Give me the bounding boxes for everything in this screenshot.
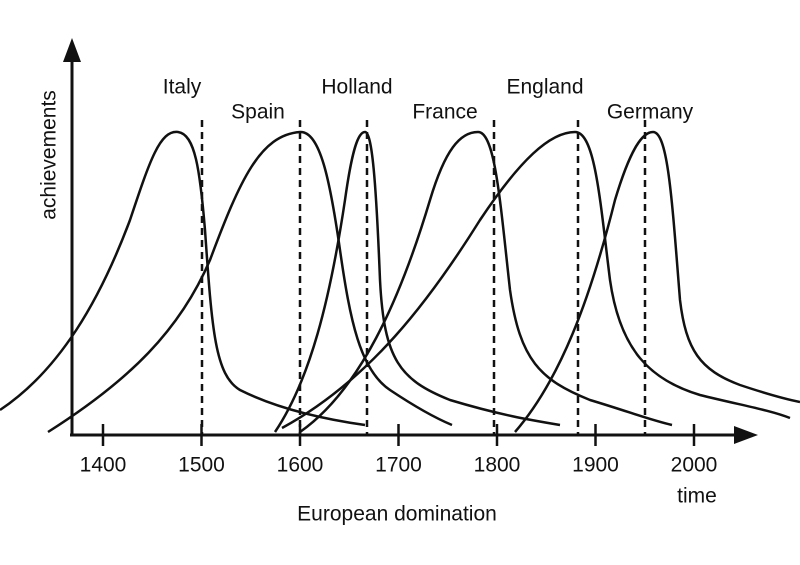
country-label: Spain [231,101,285,124]
country-label: Holland [321,76,392,99]
spain-curve [47,130,453,434]
italy-curve [0,130,366,427]
x-tick-label: 1700 [375,454,422,477]
x-tick-label: 1900 [572,454,619,477]
x-unit-label: time [677,485,717,508]
y-arrow [63,38,81,62]
country-label: Italy [163,76,202,99]
holland-curve [273,130,561,433]
country-label: France [412,101,477,124]
germany-curve [514,130,800,433]
country-label: England [506,76,583,99]
x-axis-label: European domination [297,503,497,526]
y-axis-label: achievements [38,90,61,220]
country-label: Germany [607,101,694,124]
x-tick-label: 1600 [277,454,324,477]
england-curve [281,130,791,430]
x-tick-label: 1800 [474,454,521,477]
x-tick-label: 1400 [80,454,127,477]
x-tick-label: 2000 [671,454,718,477]
x-tick-label: 1500 [178,454,225,477]
x-arrow [734,426,758,444]
france-curve [299,130,673,434]
